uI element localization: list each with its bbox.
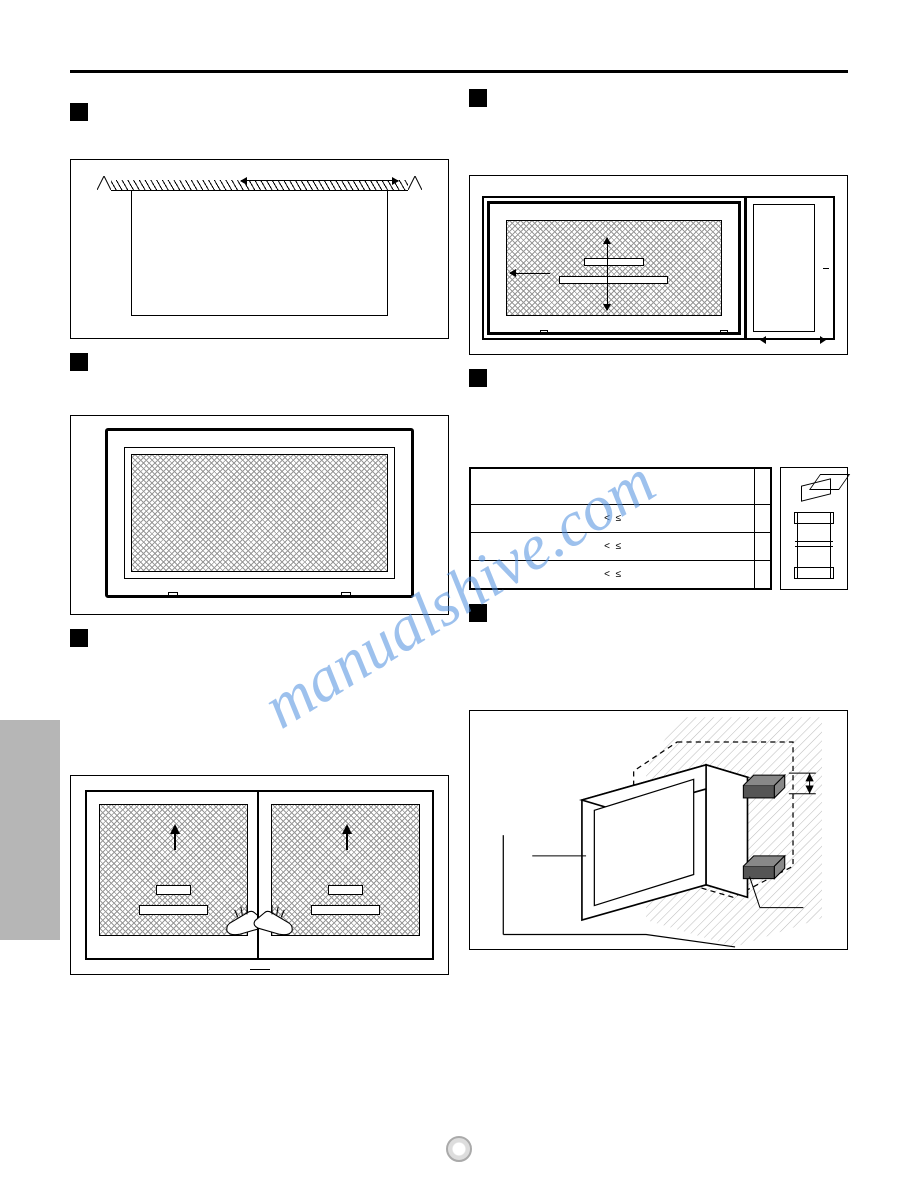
two-column-layout: < ≤ < ≤ < ≤ xyxy=(70,89,848,975)
le-symbol: ≤ xyxy=(616,513,622,524)
spacer-table-row: < ≤ < ≤ < ≤ xyxy=(469,467,848,590)
table-row: < ≤ xyxy=(471,561,771,589)
page-indicator xyxy=(446,1136,472,1162)
spacer-diagram xyxy=(780,467,848,590)
right-column: < ≤ < ≤ < ≤ xyxy=(469,89,848,975)
figure-ceiling-clearance xyxy=(70,159,449,339)
section-marker xyxy=(70,353,88,371)
lt-symbol: < xyxy=(604,513,610,524)
section-marker xyxy=(70,103,88,121)
figure-sleeve-dimensions xyxy=(469,175,848,355)
section-marker xyxy=(469,604,487,622)
le-symbol: ≤ xyxy=(616,569,622,580)
figure-remove-grille xyxy=(70,775,449,975)
lt-symbol: < xyxy=(604,541,610,552)
section-marker xyxy=(70,629,88,647)
hand-icon xyxy=(249,902,295,936)
table-row: < ≤ xyxy=(471,533,771,561)
figure-wall-mount-3d xyxy=(469,710,848,950)
lt-symbol: < xyxy=(604,569,610,580)
table-row: < ≤ xyxy=(471,505,771,533)
le-symbol: ≤ xyxy=(616,541,622,552)
left-column xyxy=(70,89,449,975)
section-rule xyxy=(70,70,848,73)
wall-thickness-table: < ≤ < ≤ < ≤ xyxy=(469,467,772,590)
figure-indoor-unit-front xyxy=(70,415,449,615)
section-marker xyxy=(469,89,487,107)
side-tab xyxy=(0,720,60,940)
manual-page: manualshive.com xyxy=(0,0,918,1188)
section-marker xyxy=(469,369,487,387)
